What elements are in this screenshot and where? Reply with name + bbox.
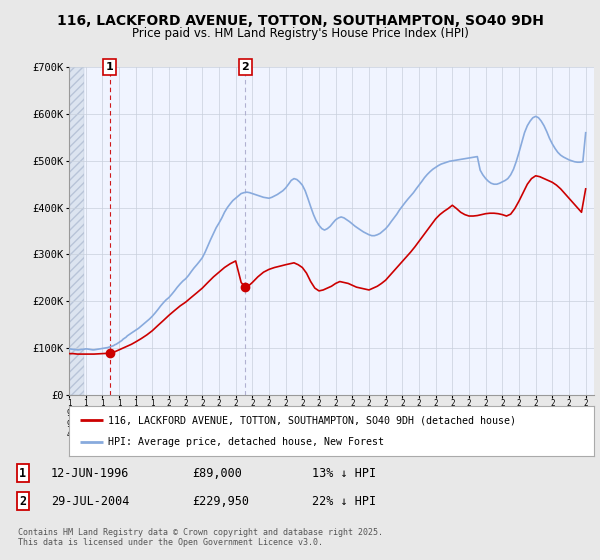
Bar xyxy=(69,67,85,395)
Text: 116, LACKFORD AVENUE, TOTTON, SOUTHAMPTON, SO40 9DH (detached house): 116, LACKFORD AVENUE, TOTTON, SOUTHAMPTO… xyxy=(109,415,517,425)
Text: 12-JUN-1996: 12-JUN-1996 xyxy=(51,466,130,480)
Text: 13% ↓ HPI: 13% ↓ HPI xyxy=(312,466,376,480)
Text: 22% ↓ HPI: 22% ↓ HPI xyxy=(312,494,376,508)
Text: 116, LACKFORD AVENUE, TOTTON, SOUTHAMPTON, SO40 9DH: 116, LACKFORD AVENUE, TOTTON, SOUTHAMPTO… xyxy=(56,14,544,28)
Text: Contains HM Land Registry data © Crown copyright and database right 2025.
This d: Contains HM Land Registry data © Crown c… xyxy=(18,528,383,547)
Text: HPI: Average price, detached house, New Forest: HPI: Average price, detached house, New … xyxy=(109,437,385,447)
Text: 1: 1 xyxy=(106,62,113,72)
Text: 1: 1 xyxy=(19,466,26,480)
Text: £89,000: £89,000 xyxy=(192,466,242,480)
Text: 29-JUL-2004: 29-JUL-2004 xyxy=(51,494,130,508)
Text: 2: 2 xyxy=(19,494,26,508)
Text: 2: 2 xyxy=(241,62,249,72)
Text: Price paid vs. HM Land Registry's House Price Index (HPI): Price paid vs. HM Land Registry's House … xyxy=(131,27,469,40)
Text: £229,950: £229,950 xyxy=(192,494,249,508)
Bar xyxy=(69,67,85,395)
